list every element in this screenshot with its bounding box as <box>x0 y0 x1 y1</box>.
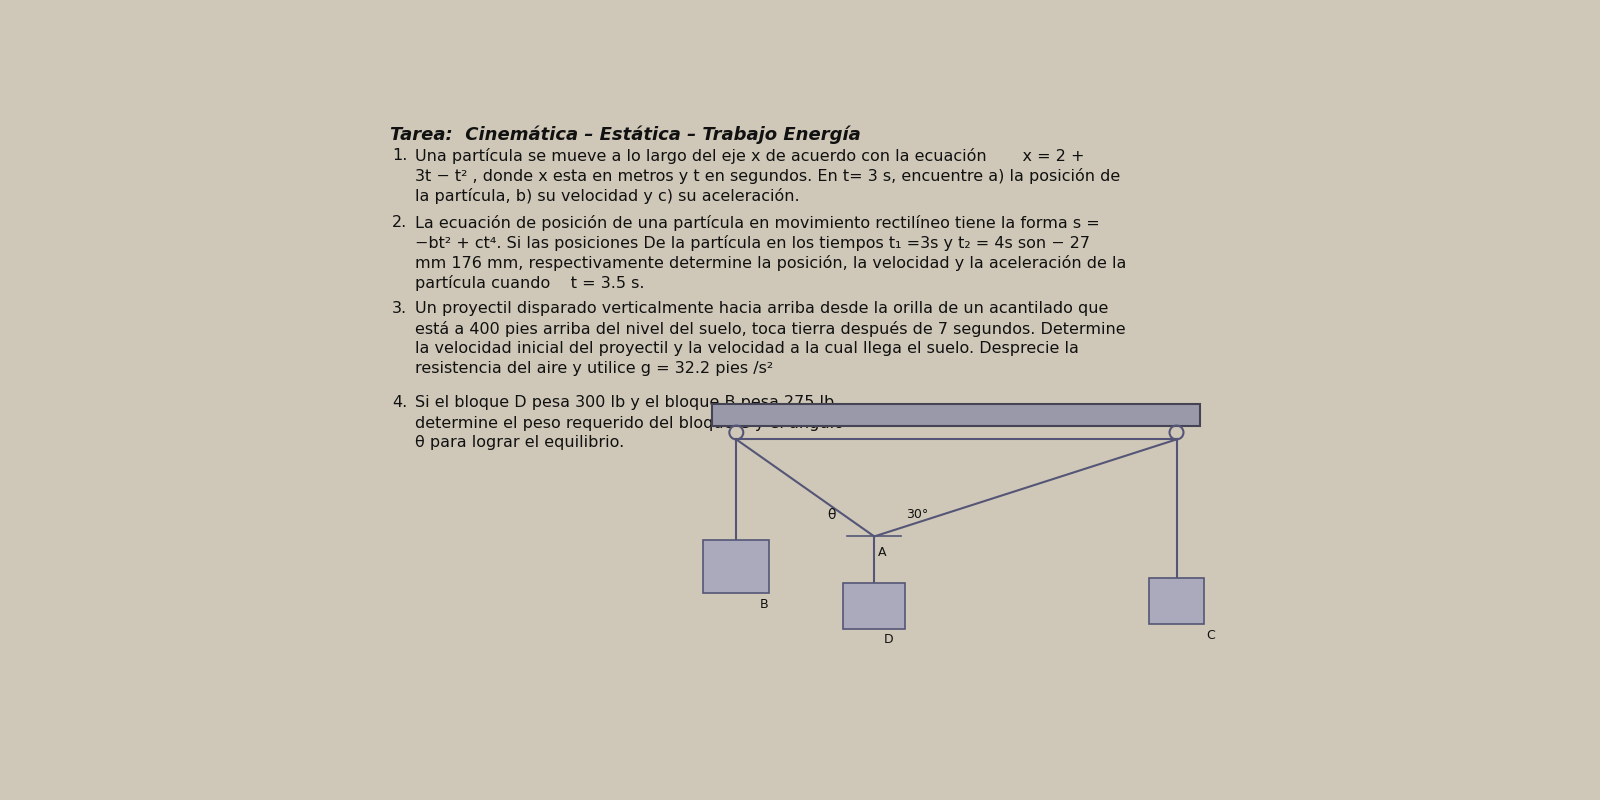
Text: 2.: 2. <box>392 214 408 230</box>
FancyBboxPatch shape <box>843 582 906 629</box>
Text: la partícula, b) su velocidad y c) su aceleración.: la partícula, b) su velocidad y c) su ac… <box>416 188 800 204</box>
Text: mm 176 mm, respectivamente determine la posición, la velocidad y la aceleración : mm 176 mm, respectivamente determine la … <box>416 254 1126 270</box>
Text: θ: θ <box>827 508 835 522</box>
Text: está a 400 pies arriba del nivel del suelo, toca tierra después de 7 segundos. D: está a 400 pies arriba del nivel del sue… <box>416 321 1126 337</box>
Text: determine el peso requerido del bloque C y el ángulo: determine el peso requerido del bloque C… <box>416 414 845 430</box>
Text: resistencia del aire y utilice g = 32.2 pies /s²: resistencia del aire y utilice g = 32.2 … <box>416 361 773 376</box>
Text: Tarea:  Cinemática – Estática – Trabajo Energía: Tarea: Cinemática – Estática – Trabajo E… <box>390 126 861 144</box>
Text: D: D <box>883 634 893 646</box>
Text: La ecuación de posición de una partícula en movimiento rectilíneo tiene la forma: La ecuación de posición de una partícula… <box>416 214 1101 230</box>
Text: 3t − t² , donde x esta en metros y t en segundos. En t= 3 s, encuentre a) la pos: 3t − t² , donde x esta en metros y t en … <box>416 168 1120 184</box>
Text: 3.: 3. <box>392 301 408 316</box>
Text: Una partícula se mueve a lo largo del eje x de acuerdo con la ecuación       x =: Una partícula se mueve a lo largo del ej… <box>416 148 1085 164</box>
Text: A: A <box>878 546 886 558</box>
Text: Un proyectil disparado verticalmente hacia arriba desde la orilla de un acantila: Un proyectil disparado verticalmente hac… <box>416 301 1109 316</box>
Text: la velocidad inicial del proyectil y la velocidad a la cual llega el suelo. Desp: la velocidad inicial del proyectil y la … <box>416 341 1080 356</box>
Text: Si el bloque D pesa 300 lb y el bloque B pesa 275 lb,: Si el bloque D pesa 300 lb y el bloque B… <box>416 394 840 410</box>
Text: −bt² + ct⁴. Si las posiciones De la partícula en los tiempos t₁ =3s y t₂ = 4s so: −bt² + ct⁴. Si las posiciones De la part… <box>416 234 1091 250</box>
Text: 4.: 4. <box>392 394 408 410</box>
FancyBboxPatch shape <box>704 539 770 594</box>
FancyBboxPatch shape <box>712 404 1200 426</box>
FancyBboxPatch shape <box>1149 578 1203 624</box>
Text: 30°: 30° <box>906 508 928 522</box>
Text: C: C <box>1206 629 1214 642</box>
Text: 1.: 1. <box>392 148 408 163</box>
Text: θ para lograr el equilibrio.: θ para lograr el equilibrio. <box>416 435 624 450</box>
Text: B: B <box>760 598 768 611</box>
Text: partícula cuando    t = 3.5 s.: partícula cuando t = 3.5 s. <box>416 274 645 290</box>
